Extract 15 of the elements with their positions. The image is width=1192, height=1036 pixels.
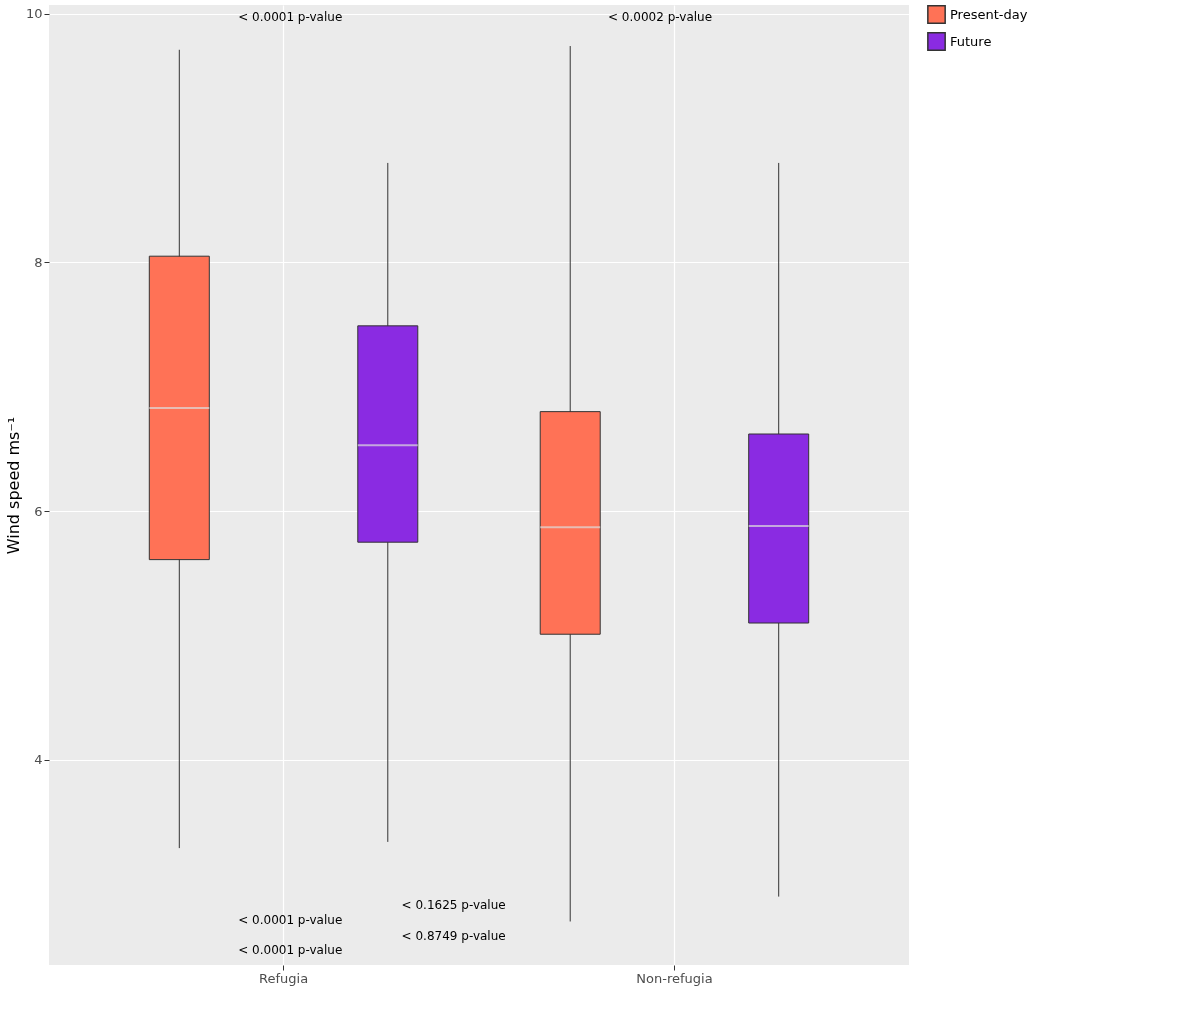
x-tick-label: Non-refugia — [636, 970, 713, 986]
y-tick-label: 8 — [34, 254, 43, 270]
legend-label: Present-day — [950, 6, 1028, 22]
y-axis-title: Wind speed ms⁻¹ — [3, 416, 23, 555]
annotation: < 0.0002 p-value — [608, 10, 713, 25]
y-tick-label: 10 — [25, 6, 43, 22]
legend-label: Future — [950, 33, 992, 49]
annotation: < 0.0001 p-value — [238, 912, 343, 927]
y-tick-label: 4 — [34, 752, 43, 768]
x-tick-label: Refugia — [259, 970, 309, 986]
annotation: < 0.0001 p-value — [238, 943, 343, 958]
y-tick-label: 6 — [34, 503, 43, 519]
annotation: < 0.8749 p-value — [401, 928, 506, 943]
annotation: < 0.0001 p-value — [238, 10, 343, 25]
annotation: < 0.1625 p-value — [401, 898, 506, 913]
